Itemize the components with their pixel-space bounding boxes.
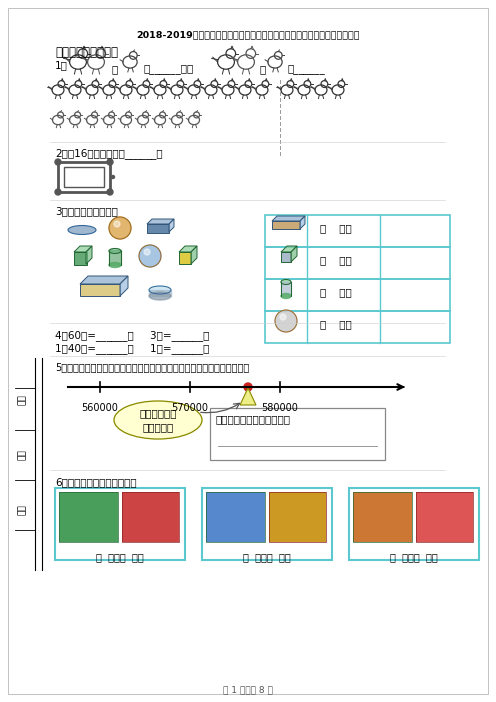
Circle shape: [280, 314, 286, 320]
Text: 多______只，: 多______只，: [144, 64, 194, 74]
Circle shape: [109, 217, 131, 239]
Circle shape: [144, 249, 150, 255]
Bar: [109, 250, 121, 265]
Bar: [149, 290, 171, 296]
Bar: [416, 492, 473, 542]
Text: （    ）个: （ ）个: [320, 255, 352, 265]
Text: 4．60秒=______分     3分=______秒: 4．60秒=______分 3分=______秒: [55, 330, 209, 341]
Text: 比: 比: [112, 64, 118, 74]
Circle shape: [114, 221, 120, 227]
Polygon shape: [80, 276, 128, 284]
Text: 2．用16根小棒可以摆______个: 2．用16根小棒可以摆______个: [55, 148, 163, 159]
Ellipse shape: [281, 293, 291, 298]
Bar: [59, 492, 118, 542]
Bar: [265, 279, 450, 311]
Bar: [272, 221, 300, 229]
Ellipse shape: [68, 225, 96, 234]
Text: 一、想一想，填一填: 一、想一想，填一填: [55, 46, 118, 59]
Ellipse shape: [149, 292, 171, 300]
Polygon shape: [240, 388, 256, 405]
Text: 1．: 1．: [55, 60, 68, 70]
Polygon shape: [120, 276, 128, 296]
Text: 第 1 页，共 8 页: 第 1 页，共 8 页: [223, 685, 273, 694]
Bar: [210, 408, 385, 460]
Bar: [179, 252, 191, 264]
Circle shape: [139, 245, 161, 267]
Ellipse shape: [109, 249, 121, 253]
Bar: [58, 162, 110, 192]
Text: （  ）元（  ）角: （ ）元（ ）角: [390, 552, 438, 562]
Text: 这个数凑整万数的结果是：: 这个数凑整万数的结果是：: [216, 414, 291, 424]
Polygon shape: [169, 219, 174, 232]
Polygon shape: [272, 216, 305, 221]
Polygon shape: [86, 246, 92, 264]
Text: 姓名: 姓名: [17, 505, 26, 515]
Text: 6．写出每组人民币的钱数。: 6．写出每组人民币的钱数。: [55, 477, 136, 487]
Bar: [59, 492, 118, 542]
Text: 5．寻一个数在数射线上的位置如下，你能用四舍五入法把它凑整万数吗？: 5．寻一个数在数射线上的位置如下，你能用四舍五入法把它凑整万数吗？: [55, 362, 249, 372]
Bar: [122, 492, 179, 542]
Text: （    ）个: （ ）个: [320, 319, 352, 329]
Bar: [265, 215, 450, 247]
Bar: [416, 492, 473, 542]
Bar: [281, 282, 291, 296]
Bar: [349, 488, 479, 560]
Bar: [147, 224, 169, 233]
Bar: [74, 252, 87, 265]
Text: 分数: 分数: [17, 395, 26, 405]
Polygon shape: [191, 246, 197, 264]
Polygon shape: [281, 246, 297, 252]
Bar: [353, 492, 412, 542]
Bar: [281, 252, 291, 262]
Ellipse shape: [114, 401, 202, 439]
Polygon shape: [179, 246, 197, 252]
Circle shape: [112, 176, 115, 178]
Bar: [206, 492, 265, 542]
Text: 560000: 560000: [81, 403, 119, 413]
Circle shape: [244, 383, 252, 391]
Bar: [265, 247, 450, 279]
Circle shape: [55, 189, 61, 195]
Text: （  ）元（  ）角: （ ）元（ ）角: [243, 552, 291, 562]
Polygon shape: [147, 219, 174, 224]
Text: （  ）元（  ）角: （ ）元（ ）角: [96, 552, 144, 562]
Ellipse shape: [109, 263, 121, 267]
Text: （    ）个: （ ）个: [320, 223, 352, 233]
Text: 3．数一数，分一分。: 3．数一数，分一分。: [55, 206, 118, 216]
Text: 2018-2019年天津市静海区静海镇徐庄子小学一年级下册数学期末测试含答案: 2018-2019年天津市静海区静海镇徐庄子小学一年级下册数学期末测试含答案: [136, 30, 360, 39]
Polygon shape: [74, 246, 92, 252]
Text: 比: 比: [260, 64, 266, 74]
Circle shape: [107, 189, 113, 195]
Text: （    ）个: （ ）个: [320, 287, 352, 297]
Circle shape: [55, 159, 61, 165]
Text: 班级: 班级: [17, 449, 26, 461]
Bar: [265, 311, 450, 343]
Bar: [353, 492, 412, 542]
Circle shape: [275, 310, 297, 332]
Polygon shape: [291, 246, 297, 262]
Bar: [122, 492, 179, 542]
Bar: [269, 492, 326, 542]
Circle shape: [107, 159, 113, 165]
Text: 少______: 少______: [288, 64, 326, 74]
Text: 这个数在数射
线上的位置: 这个数在数射 线上的位置: [139, 408, 177, 432]
Bar: [269, 492, 326, 542]
Text: 570000: 570000: [172, 403, 208, 413]
Bar: [206, 492, 265, 542]
Text: 580000: 580000: [261, 403, 299, 413]
Bar: [80, 284, 120, 296]
Bar: [55, 488, 185, 560]
Text: 1分40秒=______秒     1时=______分: 1分40秒=______秒 1时=______分: [55, 343, 209, 354]
Bar: [64, 167, 104, 187]
Ellipse shape: [149, 286, 171, 294]
Polygon shape: [300, 216, 305, 229]
Bar: [202, 488, 332, 560]
Ellipse shape: [281, 279, 291, 284]
